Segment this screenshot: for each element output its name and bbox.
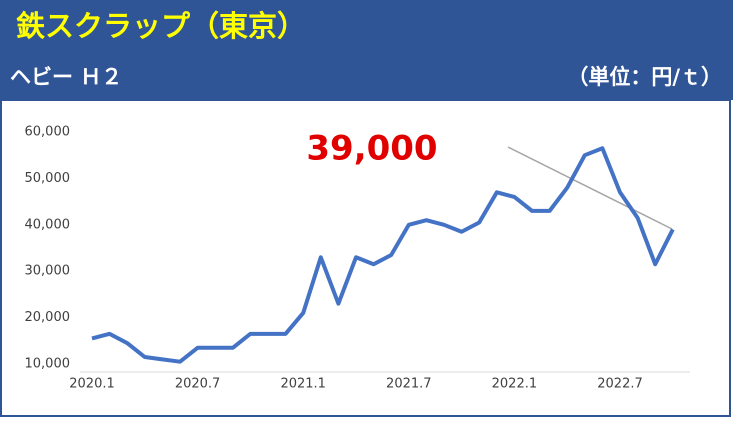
y-tick-label: 10,000 [25,357,71,372]
x-tick-label: 2022.1 [492,377,538,392]
plot-frame [0,99,731,417]
trend-line [507,146,673,230]
y-tick-label: 50,000 [25,171,71,186]
x-tick-label: 2022.7 [597,377,643,392]
y-tick-label: 20,000 [25,310,71,325]
x-tick-label: 2020.1 [69,377,115,392]
chart-title: 鉄スクラップ（東京） [16,9,306,43]
y-tick-label: 60,000 [25,125,71,140]
data-line [91,146,675,364]
unit-label: （単位：円/ｔ） [567,65,722,89]
y-tick-label: 30,000 [25,264,71,279]
chart-subtitle: ヘビー Ｈ２ [10,65,122,89]
x-tick-label: 2020.7 [175,377,221,392]
y-tick-label: 40,000 [25,217,71,232]
x-tick-label: 2021.1 [280,377,326,392]
annotation: 39,000 [306,129,437,169]
header-band [0,0,733,100]
x-tick-label: 2021.7 [386,377,432,392]
